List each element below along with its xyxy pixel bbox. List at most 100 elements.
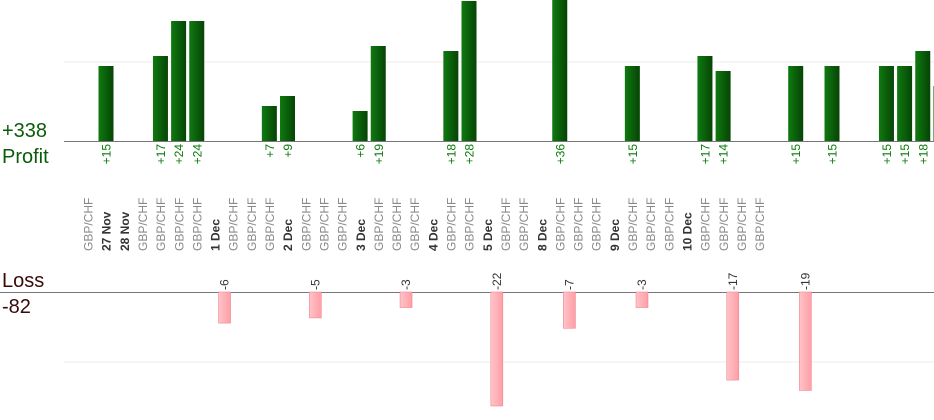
profit-bar-label: +17 [698, 144, 712, 165]
category-labels: GBP/CHF 27 Nov 28 Nov GBP/CHF GBP/CHF GBP/CHF… [82, 198, 768, 251]
profit-bar [352, 111, 368, 141]
category-pair-label: GBP/CHF [154, 198, 168, 251]
profit-bar [697, 56, 713, 141]
profit-bar [461, 1, 477, 141]
profit-bar [443, 51, 459, 141]
profit-bar-label: +15 [880, 144, 894, 165]
category-pair-label: GBP/CHF [735, 198, 749, 251]
category-date-label: 27 Nov [100, 211, 114, 251]
category-pair-label: GBP/CHF [172, 198, 186, 251]
category-pair-label: GBP/CHF [445, 198, 459, 251]
loss-bars: -6 -5 -3 -22 -7 -3 -17 -19 [218, 272, 812, 407]
profit-bar-label: +15 [100, 144, 114, 165]
category-pair-label: GBP/CHF [463, 198, 477, 251]
loss-bar-label: -6 [218, 279, 232, 290]
category-pair-label: GBP/CHF [390, 198, 404, 251]
profit-bar [624, 66, 640, 141]
category-pair-label: GBP/CHF [227, 198, 241, 251]
category-pair-label: GBP/CHF [644, 198, 658, 251]
category-date-label: 5 Dec [481, 219, 495, 251]
loss-bar-label: -17 [726, 272, 740, 290]
category-pair-label: GBP/CHF [572, 198, 586, 251]
category-pair-label: GBP/CHF [245, 198, 259, 251]
category-pair-label: GBP/CHF [626, 198, 640, 251]
loss-bar-label: -3 [399, 279, 413, 290]
profit-title: Profit [2, 146, 49, 168]
profit-bar [897, 66, 913, 141]
loss-bar [726, 291, 740, 381]
category-pair-label: GBP/CHF [662, 198, 676, 251]
category-date-label: 1 Dec [209, 219, 223, 251]
loss-bar [635, 291, 649, 308]
profit-bar-label: +24 [190, 144, 204, 165]
loss-bar [490, 291, 504, 407]
profit-bar [552, 0, 568, 141]
category-date-label: 28 Nov [118, 211, 132, 251]
profit-bar [370, 46, 386, 141]
profit-bar [280, 96, 295, 141]
loss-bar-label: -19 [798, 272, 812, 290]
category-pair-label: GBP/CHF [336, 198, 350, 251]
category-pair-label: GBP/CHF [753, 198, 767, 251]
loss-bar-label: -22 [490, 272, 504, 290]
category-pair-label: GBP/CHF [372, 198, 386, 251]
category-pair-label: GBP/CHF [263, 198, 277, 251]
profit-bar [878, 66, 894, 141]
profit-bar-label: +15 [789, 144, 803, 165]
profit-bar-label: +15 [898, 144, 912, 165]
category-date-label: 9 Dec [608, 219, 622, 251]
profit-bar [171, 21, 187, 141]
profit-bar-label: +14 [717, 144, 731, 165]
profit-bar [189, 21, 205, 141]
category-date-label: 8 Dec [535, 219, 549, 251]
profit-bar-label: +18 [916, 144, 930, 165]
profit-total: +338 [2, 120, 47, 142]
loss-bar-label: -5 [308, 279, 322, 290]
category-pair-label: GBP/CHF [317, 198, 331, 251]
profit-bar-label: +18 [444, 144, 458, 165]
loss-bar [218, 291, 231, 324]
loss-bar-label: -7 [562, 279, 576, 290]
category-pair-label: GBP/CHF [590, 198, 604, 251]
category-date-label: 10 Dec [680, 212, 694, 251]
category-pair-label: GBP/CHF [553, 198, 567, 251]
loss-bar-label: -3 [635, 279, 649, 290]
profit-bar-label: +24 [172, 144, 186, 165]
profit-bar-label: +15 [826, 144, 840, 165]
loss-bar [563, 291, 576, 329]
loss-total: -82 [2, 296, 31, 318]
category-pair-label: GBP/CHF [408, 198, 422, 251]
profit-bar-label: +17 [154, 144, 168, 165]
category-pair-label: GBP/CHF [699, 198, 713, 251]
profit-bar [915, 51, 931, 141]
category-pair-label: GBP/CHF [299, 198, 313, 251]
category-date-label: 3 Dec [354, 219, 368, 251]
profit-bar-label: +9 [281, 144, 295, 158]
category-pair-label: GBP/CHF [190, 198, 204, 251]
category-date-label: 4 Dec [426, 219, 440, 251]
profit-bar-label: +7 [263, 144, 277, 158]
loss-bar [799, 291, 812, 391]
loss-bar [399, 291, 413, 308]
profit-bar-label: +36 [553, 144, 567, 165]
loss-title: Loss [2, 270, 44, 292]
profit-bar-label: +15 [626, 144, 640, 165]
profit-bar [788, 66, 804, 141]
category-pair-label: GBP/CHF [517, 198, 531, 251]
category-pair-label: GBP/CHF [499, 198, 513, 251]
profit-bar [261, 106, 277, 141]
profit-bar-label: +6 [354, 144, 368, 158]
category-pair-label: GBP/CHF [82, 198, 96, 251]
profit-bar [824, 66, 840, 141]
profit-bar [98, 66, 114, 141]
profit-bar-label: +28 [463, 144, 477, 165]
profit-bars: +15 +17 +24 +24 +7 +9 +6 +19 +18 +28 +36 +15 +17 +14 +… [98, 0, 934, 165]
category-pair-label: GBP/CHF [717, 198, 731, 251]
loss-bar [308, 291, 322, 319]
profit-bar [152, 56, 168, 141]
profit-bar [715, 71, 731, 141]
profit-bar-label: +19 [372, 144, 386, 165]
category-date-label: 2 Dec [281, 219, 295, 251]
category-pair-label: GBP/CHF [136, 198, 150, 251]
